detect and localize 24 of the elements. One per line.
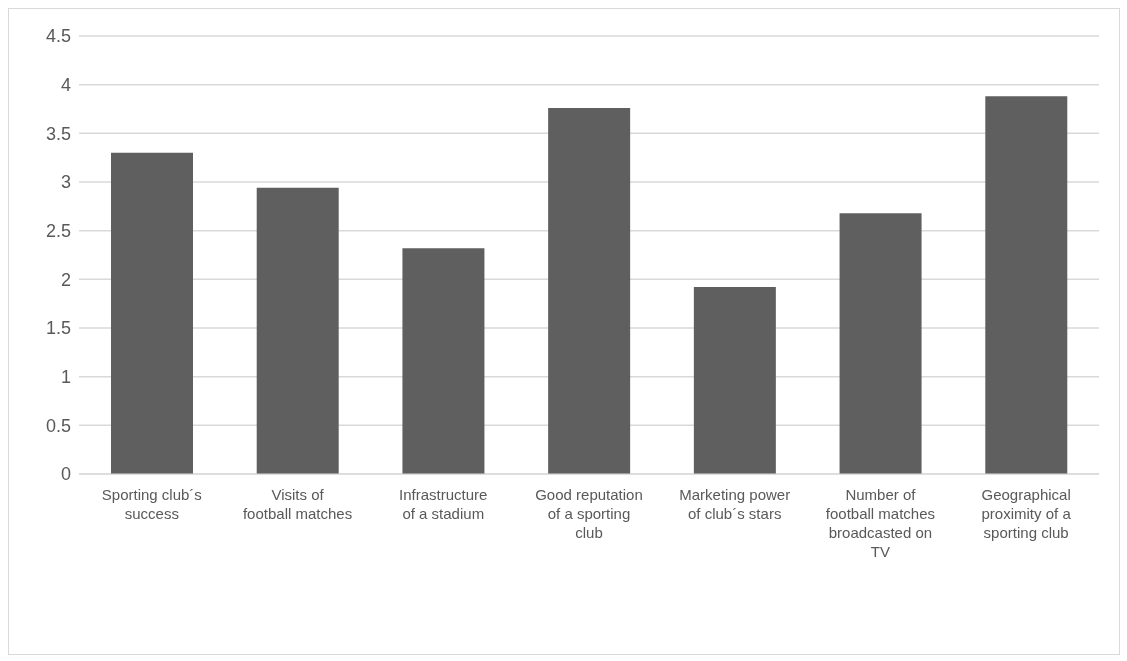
y-tick-label: 3 [60, 172, 71, 193]
bar [548, 108, 631, 474]
x-tick-label: Marketing power of club´s stars [679, 486, 791, 522]
x-tick-label: Geographical proximity of a sporting club [981, 486, 1072, 541]
y-tick-label: 1 [60, 367, 71, 388]
bar [693, 287, 776, 474]
y-tick-label: 4 [60, 75, 71, 96]
x-tick-label: Visits of football matches [242, 486, 353, 522]
y-tick-label: 4.5 [45, 26, 71, 47]
bar [985, 96, 1068, 474]
bar [256, 187, 339, 474]
bar [839, 213, 922, 474]
x-tick-label: Infrastructure of a stadium [399, 486, 488, 522]
y-tick-label: 2 [60, 269, 71, 290]
y-tick-label: 0 [60, 464, 71, 485]
x-tick-label: Sporting club´s success [101, 486, 202, 522]
bar [111, 152, 193, 474]
y-tick-label: 0.5 [45, 415, 71, 436]
y-tick-label: 3.5 [45, 123, 71, 144]
y-tick-label: 1.5 [45, 318, 71, 339]
x-tick-label: Good reputation of a sporting club [535, 486, 643, 541]
bar [402, 248, 485, 474]
y-tick-label: 2.5 [45, 221, 71, 242]
x-tick-label: Number of football matches broadcasted on TV [825, 486, 936, 560]
